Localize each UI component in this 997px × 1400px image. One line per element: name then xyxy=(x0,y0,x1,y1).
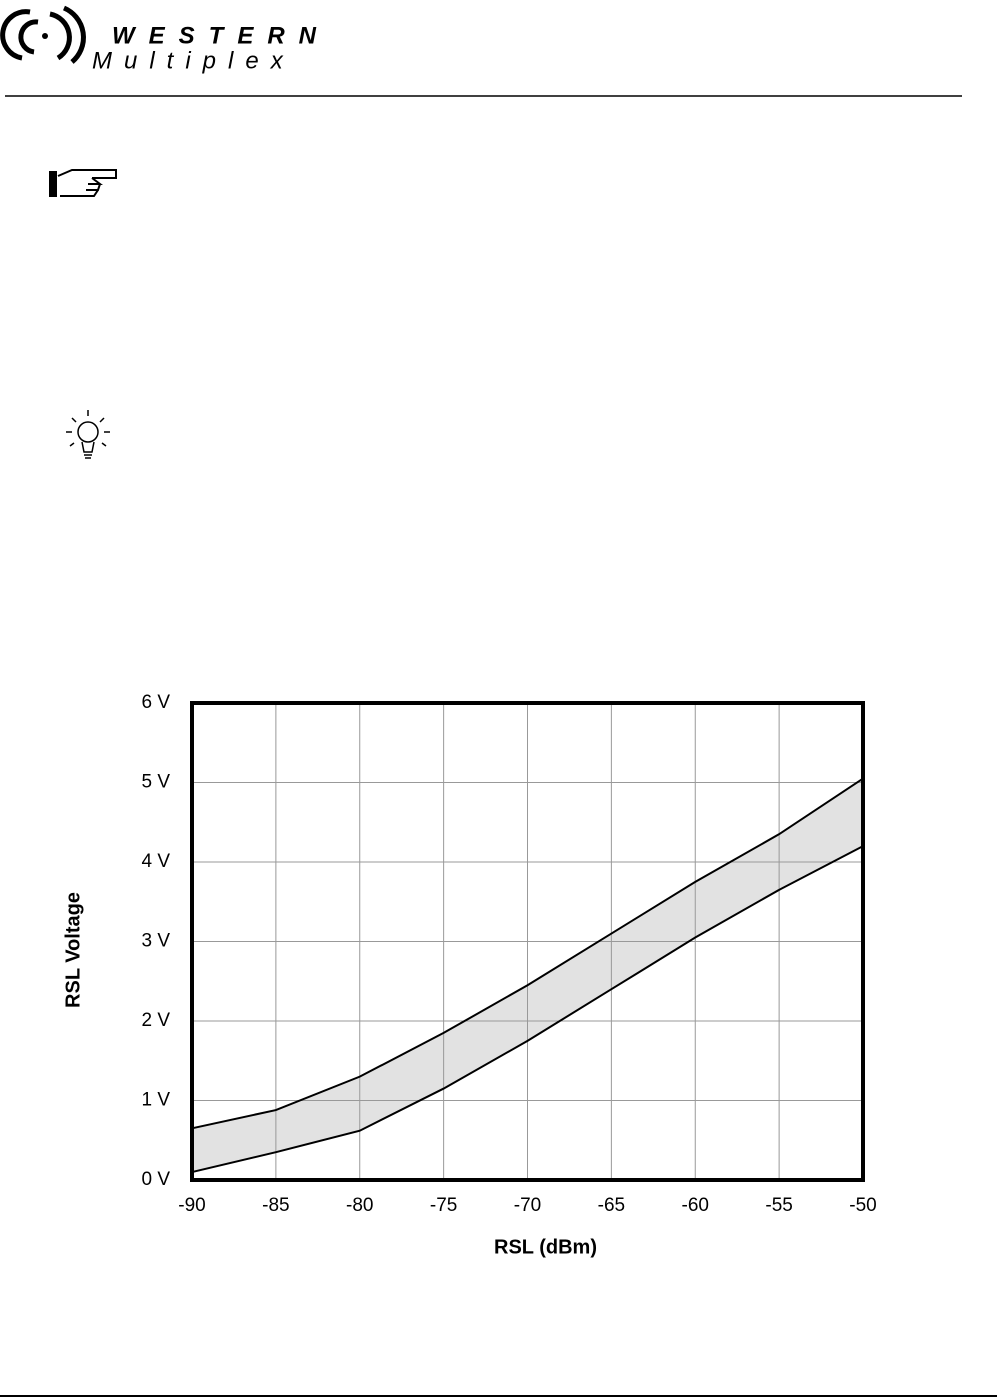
logo-subbrand: Multiplex xyxy=(92,47,295,74)
x-tick-label: -50 xyxy=(849,1195,876,1216)
x-tick-label: -90 xyxy=(178,1195,205,1216)
y-tick-label: 5 V xyxy=(141,772,170,793)
x-axis-title: RSL (dBm) xyxy=(494,1236,597,1258)
logo-brand: WESTERN xyxy=(112,22,330,49)
x-tick-label: -75 xyxy=(430,1195,457,1216)
bulb-icon xyxy=(66,410,110,459)
x-tick-label: -60 xyxy=(682,1195,709,1216)
logo-mark xyxy=(0,5,86,64)
plot-frame xyxy=(190,701,865,1182)
series-line xyxy=(191,777,864,1130)
y-tick-label: 1 V xyxy=(141,1090,170,1111)
y-tick-label: 4 V xyxy=(141,851,170,872)
y-tick-label: 6 V xyxy=(141,692,170,713)
x-tick-label: -80 xyxy=(346,1195,373,1216)
band xyxy=(192,778,863,1173)
x-tick-label: -65 xyxy=(598,1195,625,1216)
x-tick-label: -70 xyxy=(514,1195,541,1216)
series-line xyxy=(191,845,864,1174)
y-tick-label: 2 V xyxy=(141,1010,170,1031)
x-tick-label: -55 xyxy=(765,1195,792,1216)
y-tick-label: 0 V xyxy=(141,1169,170,1190)
chart: -90 -85 -80 -75 -70 -65 -60 -55 -50 0 V 1 V 2 V 3 V 4… xyxy=(62,692,876,1258)
x-tick-label: -85 xyxy=(262,1195,289,1216)
y-tick-label: 3 V xyxy=(141,931,170,952)
y-axis-title: RSL Voltage xyxy=(62,892,84,1008)
hand-icon xyxy=(49,169,117,197)
